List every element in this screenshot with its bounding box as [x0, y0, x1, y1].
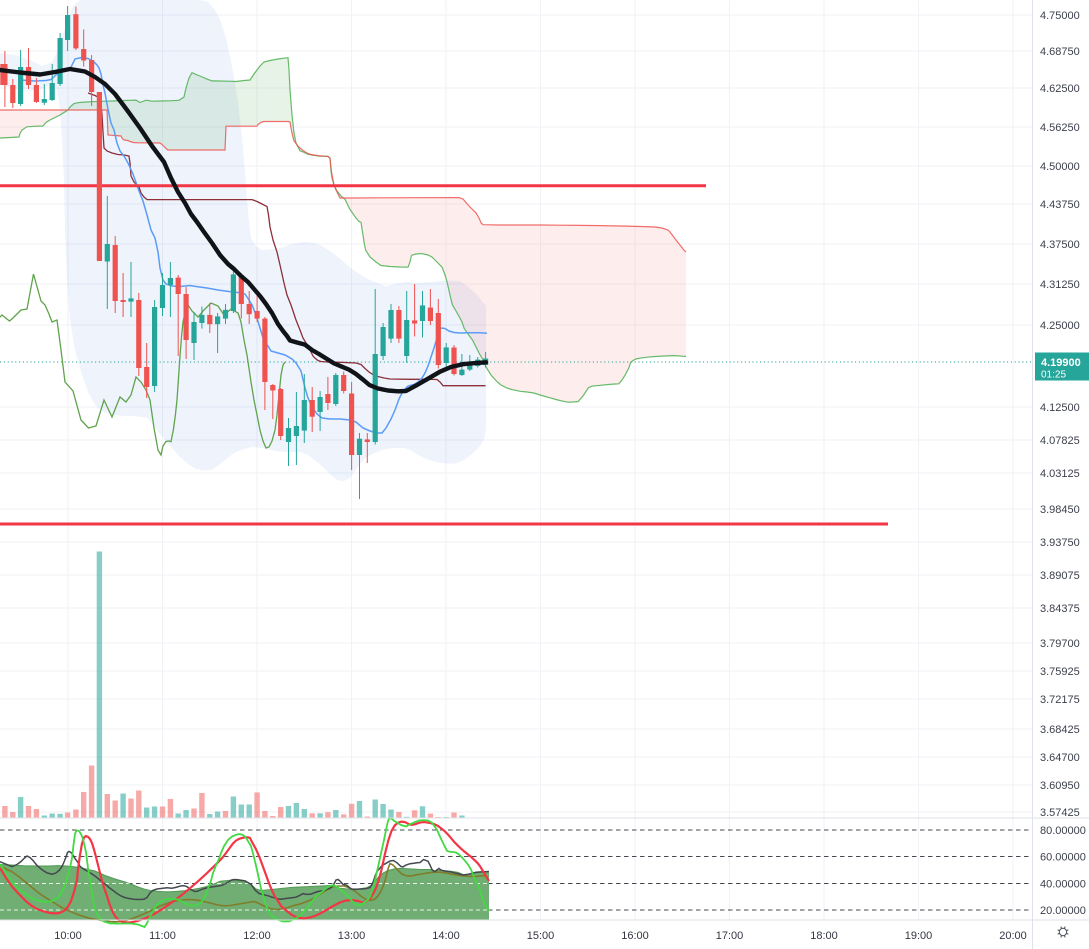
svg-text:4.07825: 4.07825	[1040, 435, 1080, 447]
svg-text:3.64700: 3.64700	[1040, 752, 1080, 764]
svg-text:3.72175: 3.72175	[1040, 694, 1080, 706]
svg-text:4.25000: 4.25000	[1040, 320, 1080, 332]
svg-text:4.12500: 4.12500	[1040, 402, 1080, 414]
svg-text:19:00: 19:00	[905, 930, 933, 942]
svg-text:12:00: 12:00	[243, 930, 271, 942]
svg-text:4.19900: 4.19900	[1041, 357, 1081, 369]
svg-text:15:00: 15:00	[527, 930, 555, 942]
svg-text:17:00: 17:00	[716, 930, 744, 942]
svg-text:4.43750: 4.43750	[1040, 199, 1080, 211]
svg-text:4.50000: 4.50000	[1040, 161, 1080, 173]
svg-text:3.57425: 3.57425	[1040, 807, 1080, 819]
svg-text:4.68750: 4.68750	[1040, 46, 1080, 58]
svg-text:3.75925: 3.75925	[1040, 666, 1080, 678]
svg-text:3.68425: 3.68425	[1040, 724, 1080, 736]
svg-text:3.89075: 3.89075	[1040, 570, 1080, 582]
svg-text:3.60950: 3.60950	[1040, 780, 1080, 792]
svg-text:20.00000: 20.00000	[1040, 905, 1086, 917]
svg-text:4.75000: 4.75000	[1040, 10, 1080, 22]
svg-text:40.00000: 40.00000	[1040, 879, 1086, 891]
svg-text:16:00: 16:00	[621, 930, 649, 942]
svg-text:18:00: 18:00	[810, 930, 838, 942]
svg-text:4.31250: 4.31250	[1040, 279, 1080, 291]
svg-text:4.62500: 4.62500	[1040, 83, 1080, 95]
svg-text:3.79700: 3.79700	[1040, 638, 1080, 650]
svg-text:80.00000: 80.00000	[1040, 825, 1086, 837]
svg-text:01:25: 01:25	[1041, 370, 1066, 381]
svg-text:11:00: 11:00	[149, 930, 176, 942]
svg-text:4.56250: 4.56250	[1040, 122, 1080, 134]
svg-text:3.98450: 3.98450	[1040, 504, 1080, 516]
svg-text:3.93750: 3.93750	[1040, 537, 1080, 549]
svg-text:10:00: 10:00	[54, 930, 82, 942]
svg-text:4.37500: 4.37500	[1040, 239, 1080, 251]
svg-text:60.00000: 60.00000	[1040, 852, 1086, 864]
svg-text:3.84375: 3.84375	[1040, 603, 1080, 615]
svg-text:4.03125: 4.03125	[1040, 468, 1080, 480]
svg-text:20:00: 20:00	[999, 930, 1027, 942]
svg-text:13:00: 13:00	[338, 930, 366, 942]
svg-text:14:00: 14:00	[432, 930, 460, 942]
